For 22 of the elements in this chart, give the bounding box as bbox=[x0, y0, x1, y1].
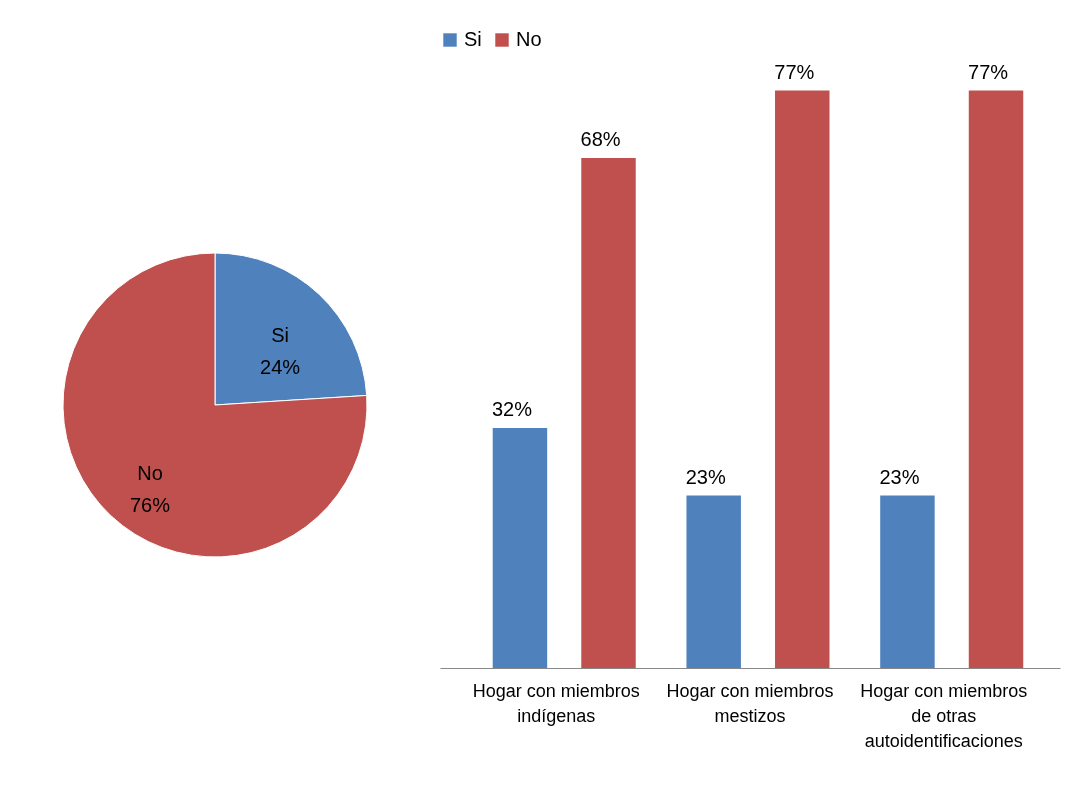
bar bbox=[492, 428, 548, 668]
pie-slice bbox=[62, 252, 368, 558]
bar bbox=[968, 90, 1024, 668]
data-label: 76% bbox=[129, 494, 171, 517]
bar bbox=[775, 90, 830, 668]
bar bbox=[686, 495, 741, 668]
x-tick-label: Hogar con miembros indígenas bbox=[472, 680, 640, 726]
slice-label: Si bbox=[271, 323, 289, 346]
legend-label: Si bbox=[464, 28, 482, 50]
data-label: 77% bbox=[774, 60, 815, 83]
data-label: 77% bbox=[968, 60, 1009, 83]
bar bbox=[581, 158, 636, 668]
data-label: 23% bbox=[879, 465, 920, 488]
legend-label: No bbox=[516, 28, 542, 50]
data-label: 24% bbox=[260, 355, 301, 378]
x-tick-label: Hogar con miembros mestizos bbox=[666, 680, 834, 726]
data-label: 32% bbox=[491, 398, 533, 420]
slice-label: No bbox=[137, 462, 163, 485]
data-label: 68% bbox=[580, 128, 621, 150]
x-tick-label: Hogar con miembros de otras autoidentificaciones bbox=[860, 680, 1028, 751]
bar bbox=[880, 495, 935, 668]
data-label: 23% bbox=[685, 465, 726, 488]
